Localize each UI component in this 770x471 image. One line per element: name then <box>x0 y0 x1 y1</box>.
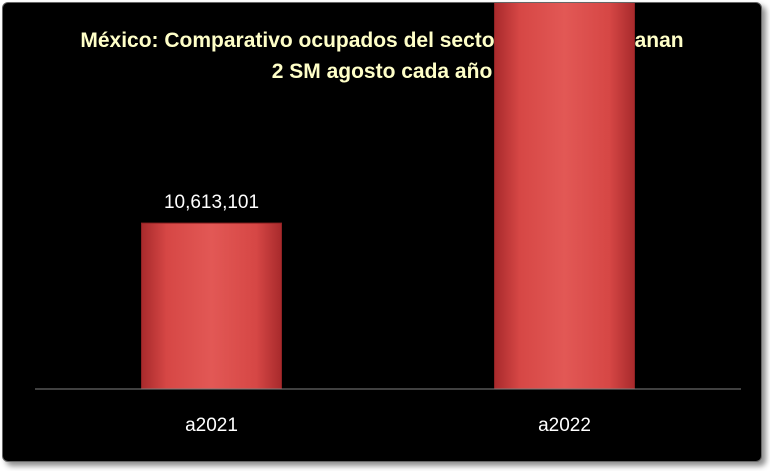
chart-frame: México: Comparativo ocupados del sector … <box>2 2 762 462</box>
bar-a2021 <box>141 222 282 390</box>
bar-a2022 <box>494 3 635 390</box>
x-tick-label-a2021: a2021 <box>185 415 238 436</box>
x-tick-label-a2022: a2022 <box>538 415 591 436</box>
bars-group <box>141 3 635 390</box>
chart-title-line-2: 2 SM agosto cada año <box>271 60 493 83</box>
data-label-a2021: 10,613,101 <box>164 192 259 213</box>
bar-chart: 10,613,101a202111,761,185a2022 <box>35 3 741 436</box>
labels-group: 10,613,101a202111,761,185a2022 <box>164 192 591 436</box>
